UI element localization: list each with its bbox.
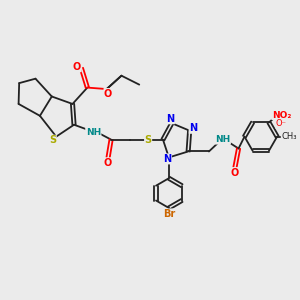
Text: O: O [104,88,112,98]
Text: NH: NH [86,128,101,137]
Text: NO₂: NO₂ [272,110,291,119]
Text: O: O [103,158,112,168]
Text: S: S [49,135,56,145]
Text: O: O [73,62,81,72]
Text: N: N [189,123,197,133]
Text: O: O [230,168,238,178]
Text: Br: Br [163,209,175,219]
Text: NH: NH [215,135,230,144]
Text: N: N [163,154,172,164]
Text: O⁻: O⁻ [276,119,287,128]
Text: S: S [145,135,152,145]
Text: CH₃: CH₃ [281,132,297,141]
Text: N: N [166,114,174,124]
